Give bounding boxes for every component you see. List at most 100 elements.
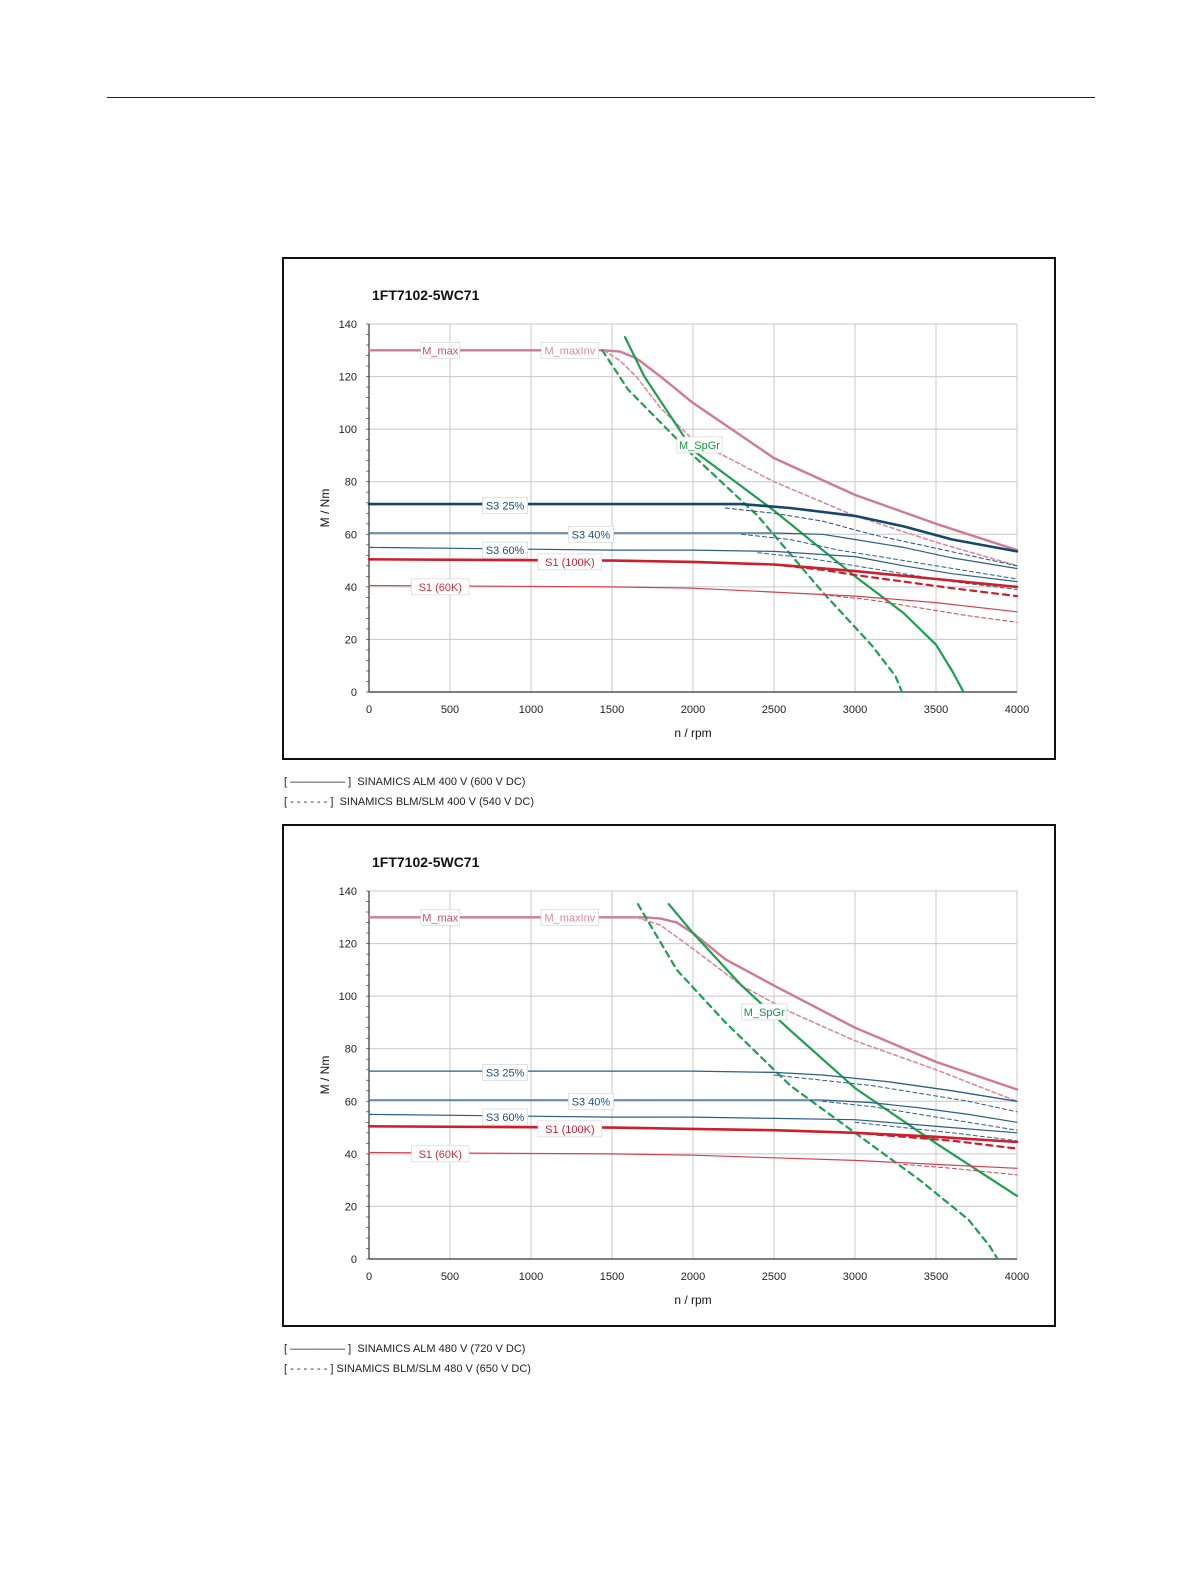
curve-label-bg	[420, 341, 461, 359]
chart-frame-1: 1FT7102-5WC71 0 500 1000 1500 2000 2500 3000 35…	[282, 257, 1056, 760]
chart-frame-2: 1FT7102-5WC71 0 500 1000 1500 2000 2500 3000 35…	[282, 824, 1056, 1327]
x-tick-label: 3000	[843, 1271, 867, 1283]
curve-label: S3 25%	[486, 500, 525, 512]
series-line-6	[773, 1074, 1018, 1113]
series-line-4	[636, 902, 999, 1261]
y-tick-label: 140	[339, 886, 357, 898]
curve-label-bg	[482, 1064, 528, 1081]
chart-plot-2: 0 500 1000 1500 2000 2500 3000 3500 4000 0 20 40 60 8…	[318, 886, 1029, 1307]
top-rule	[107, 97, 1095, 98]
curve-label: S3 60%	[486, 545, 525, 557]
series-line-14	[903, 1163, 1018, 1176]
y-tick-label: 140	[339, 319, 357, 331]
series-line-2	[635, 916, 1018, 1103]
y-tick-label: 60	[345, 1096, 357, 1108]
y-tick-label: 0	[351, 1254, 357, 1266]
curve-label: M_SpGr	[744, 1007, 785, 1019]
chart-plot-1: 0 500 1000 1500 2000 2500 3000 3500 4000 0 20 40 60 8…	[318, 319, 1029, 740]
x-tick-label: 0	[366, 704, 372, 716]
curve-label-bg	[537, 1120, 603, 1138]
x-tick-label: 3000	[843, 704, 867, 716]
y-tick-label: 20	[345, 634, 357, 646]
x-tick-label: 2000	[681, 1271, 705, 1283]
curve-label-bg	[482, 497, 528, 514]
curve-label-bg	[411, 1145, 470, 1163]
x-tick-label: 500	[441, 704, 459, 716]
curve-label: S1 (60K)	[419, 582, 462, 594]
x-tick-label: 0	[366, 1271, 372, 1283]
curve-label-bg	[411, 578, 470, 596]
curve-label: M_maxInv	[545, 345, 596, 357]
series-line-12	[772, 563, 1019, 598]
series-line-7	[368, 532, 1018, 570]
series-line-5	[368, 1070, 1018, 1102]
x-axis-label: n / rpm	[674, 1293, 711, 1307]
curve-label-bg	[540, 908, 599, 926]
curve-label: M_SpGr	[679, 440, 720, 452]
series-line-5	[367, 502, 1019, 553]
x-tick-label: 2000	[681, 704, 705, 716]
series-line-1	[367, 349, 1019, 552]
curve-label-bg	[420, 908, 461, 926]
series-line-9	[368, 546, 1018, 583]
curve-label-bg	[482, 541, 528, 559]
curve-label: M_maxInv	[545, 912, 596, 924]
series-line-6	[724, 507, 1018, 567]
y-axis-label: M / Nm	[318, 489, 332, 528]
x-tick-label: 3500	[924, 704, 948, 716]
curve-label-bg	[537, 553, 603, 571]
x-tick-label: 1000	[519, 704, 543, 716]
x-tick-label: 1500	[600, 704, 624, 716]
y-tick-label: 120	[339, 372, 357, 384]
y-tick-label: 100	[339, 424, 357, 436]
curve-label: S3 40%	[572, 529, 611, 541]
series-line-7	[368, 1099, 1018, 1123]
x-tick-label: 500	[441, 1271, 459, 1283]
curve-label-bg	[676, 436, 723, 454]
series-line-12	[853, 1131, 1019, 1150]
footnote-dashed-legend: [ - - - - - - ] SINAMICS BLM/SLM 400 V (…	[284, 796, 534, 808]
series-line-9	[368, 1113, 1018, 1134]
curve-label: S1 (100K)	[545, 1124, 595, 1136]
series-line-1	[367, 916, 1019, 1091]
series-line-14	[822, 594, 1018, 623]
series-line-13	[368, 1151, 1018, 1169]
y-tick-label: 80	[345, 1044, 357, 1056]
curve-label-bg	[482, 1108, 528, 1126]
y-tick-label: 40	[345, 582, 357, 594]
curve-label: S1 (60K)	[419, 1149, 462, 1161]
y-tick-label: 0	[351, 687, 357, 699]
series-line-13	[368, 584, 1018, 613]
curve-label: S1 (100K)	[545, 557, 595, 569]
series-line-10	[854, 1121, 1018, 1142]
curve-label: M_max	[422, 345, 459, 357]
x-tick-label: 4000	[1005, 704, 1029, 716]
x-tick-label: 1500	[600, 1271, 624, 1283]
curve-label: S3 60%	[486, 1112, 525, 1124]
footnote-dashed-legend: [ - - - - - - ] SINAMICS BLM/SLM 480 V (…	[284, 1363, 531, 1375]
curve-label-bg	[568, 1092, 614, 1110]
series-line-8	[741, 533, 1018, 580]
x-tick-label: 2500	[762, 1271, 786, 1283]
footnote-solid-legend: [ ————— ] SINAMICS ALM 480 V (720 V DC)	[284, 1343, 526, 1355]
curve-label-bg	[741, 1003, 788, 1021]
y-axis-label: M / Nm	[318, 1056, 332, 1095]
chart-title: 1FT7102-5WC71	[372, 287, 480, 303]
curve-label-bg	[540, 341, 599, 359]
y-tick-label: 80	[345, 477, 357, 489]
series-line-3	[623, 335, 965, 694]
x-axis-label: n / rpm	[674, 726, 711, 740]
series-line-11	[367, 1124, 1019, 1144]
footnote-solid-legend: [ ————— ] SINAMICS ALM 400 V (600 V DC)	[284, 776, 526, 788]
y-tick-label: 120	[339, 939, 357, 951]
series-line-8	[822, 1100, 1018, 1131]
y-tick-label: 40	[345, 1149, 357, 1161]
y-tick-label: 60	[345, 529, 357, 541]
chart-title: 1FT7102-5WC71	[372, 854, 480, 870]
curve-label: S3 25%	[486, 1067, 525, 1079]
x-tick-label: 3500	[924, 1271, 948, 1283]
x-tick-label: 2500	[762, 704, 786, 716]
curve-label: M_max	[422, 912, 459, 924]
y-tick-label: 100	[339, 991, 357, 1003]
series-line-4	[601, 349, 904, 694]
